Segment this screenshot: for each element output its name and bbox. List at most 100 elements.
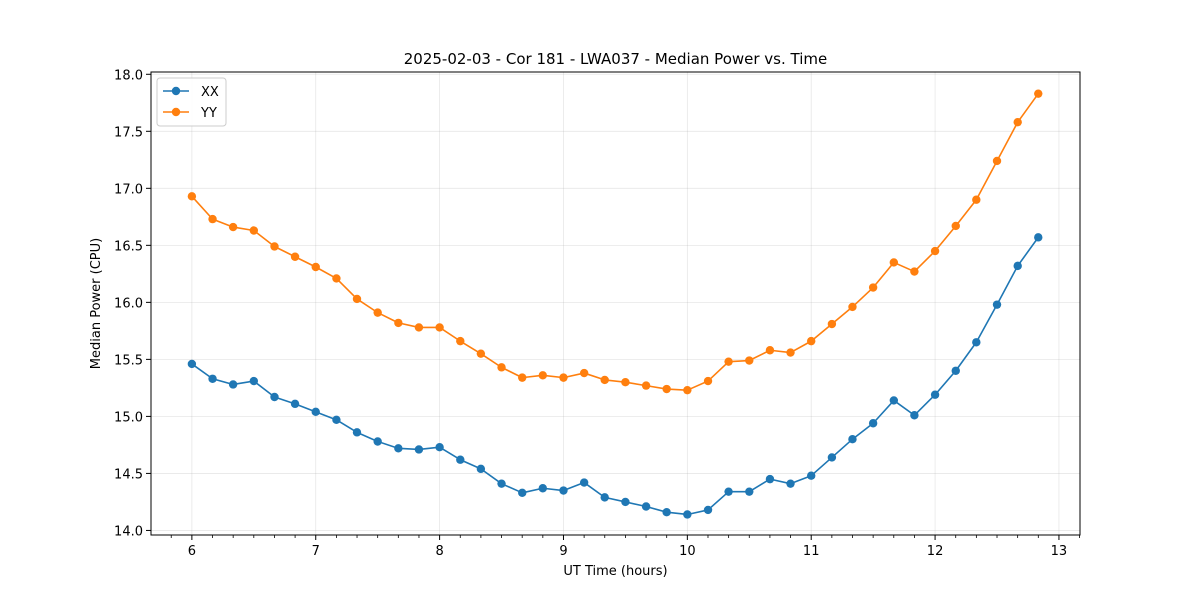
data-point-yy [187, 192, 197, 201]
data-point-xx [600, 493, 609, 502]
data-point-xx [621, 497, 630, 507]
data-point-xx [518, 488, 527, 498]
data-point-xx [208, 374, 217, 383]
data-point-xx [311, 407, 320, 417]
data-point-yy [497, 363, 506, 372]
data-point-yy [621, 377, 630, 387]
data-point-yy [889, 258, 899, 267]
y-tick-label: 15.5 [114, 353, 143, 368]
data-point-yy [930, 246, 940, 256]
series-yy [187, 89, 1043, 395]
data-point-xx [290, 399, 300, 409]
series-xx [187, 233, 1043, 519]
y-tick-label: 16.0 [114, 296, 143, 311]
y-tick-label: 14.5 [114, 467, 143, 482]
data-point-yy [1034, 89, 1043, 98]
data-point-yy [765, 346, 775, 355]
data-point-yy [228, 222, 238, 232]
data-point-xx [456, 455, 465, 464]
data-point-yy [579, 368, 589, 378]
data-point-xx [435, 442, 444, 452]
data-point-yy [290, 252, 300, 261]
x-axis-label: UT Time (hours) [563, 564, 667, 579]
data-point-xx [786, 479, 795, 488]
data-point-yy [703, 376, 713, 386]
data-point-yy [435, 323, 444, 332]
y-tick-label: 18.0 [114, 68, 143, 83]
grid-lines [151, 72, 1080, 535]
data-point-xx [951, 366, 960, 375]
y-axis-label: Median Power (CPU) [89, 238, 104, 369]
data-point-yy [683, 385, 692, 395]
data-point-yy [992, 156, 1002, 166]
data-point-xx [683, 510, 692, 519]
data-point-xx [497, 479, 506, 488]
data-point-yy [249, 226, 259, 235]
legend-marker-xx [171, 86, 181, 96]
data-point-xx [827, 453, 837, 462]
data-point-yy [538, 371, 547, 380]
data-point-xx [992, 300, 1002, 309]
data-point-xx [187, 359, 197, 369]
y-tick-label: 17.0 [114, 182, 143, 197]
data-point-xx [930, 390, 940, 399]
data-point-xx [724, 487, 733, 496]
data-point-yy [827, 319, 837, 329]
y-tick-label: 14.0 [114, 524, 143, 539]
legend-item-xx: XX [163, 85, 219, 100]
data-point-yy [414, 323, 424, 332]
data-point-yy [724, 357, 733, 366]
data-point-xx [270, 392, 279, 402]
data-point-yy [662, 384, 671, 394]
data-point-xx [765, 474, 775, 484]
data-point-xx [848, 435, 857, 444]
data-point-xx [745, 487, 754, 496]
data-point-xx [249, 376, 259, 386]
data-point-xx [414, 445, 424, 454]
data-point-yy [208, 214, 217, 224]
data-point-yy [518, 373, 527, 382]
x-tick-label: 6 [188, 544, 196, 559]
data-point-yy [1013, 117, 1022, 127]
data-point-yy [910, 267, 919, 276]
data-point-yy [270, 242, 279, 251]
data-point-xx [559, 486, 568, 495]
data-point-yy [972, 195, 981, 204]
x-axis: 6 7 8 9 10 11 12 13 [170, 535, 1080, 559]
x-tick-label: 10 [679, 544, 696, 559]
data-point-yy [848, 302, 857, 312]
data-point-yy [807, 336, 816, 346]
x-tick-label: 13 [1051, 544, 1068, 559]
data-point-xx [579, 478, 589, 487]
data-point-yy [311, 262, 320, 272]
data-point-xx [889, 396, 899, 405]
data-point-yy [456, 336, 465, 346]
legend-label-xx: XX [201, 85, 219, 100]
data-point-yy [641, 381, 651, 390]
legend-item-yy: YY [163, 106, 217, 121]
data-point-xx [332, 415, 341, 425]
data-point-xx [394, 444, 403, 453]
x-tick-label: 12 [927, 544, 944, 559]
y-tick-label: 15.0 [114, 410, 143, 425]
data-point-xx [972, 338, 981, 347]
data-point-xx [538, 484, 547, 493]
y-axis: 14.0 14.5 15.0 15.5 16.0 16.5 17.0 17.5 18.0 [114, 68, 151, 539]
data-point-yy [786, 348, 795, 357]
data-point-xx [1013, 261, 1022, 271]
data-point-yy [352, 294, 362, 304]
data-point-yy [332, 274, 341, 283]
data-point-xx [662, 507, 671, 517]
plot-frame [150, 71, 1081, 536]
legend-marker-yy [171, 107, 181, 117]
data-point-xx [476, 464, 486, 474]
data-point-xx [228, 380, 238, 389]
series-layer [187, 89, 1043, 519]
data-point-xx [910, 411, 919, 420]
legend-label-yy: YY [200, 106, 217, 121]
data-point-yy [951, 221, 960, 231]
data-point-xx [1034, 233, 1043, 242]
x-tick-label: 8 [435, 544, 443, 559]
data-point-xx [352, 428, 362, 437]
